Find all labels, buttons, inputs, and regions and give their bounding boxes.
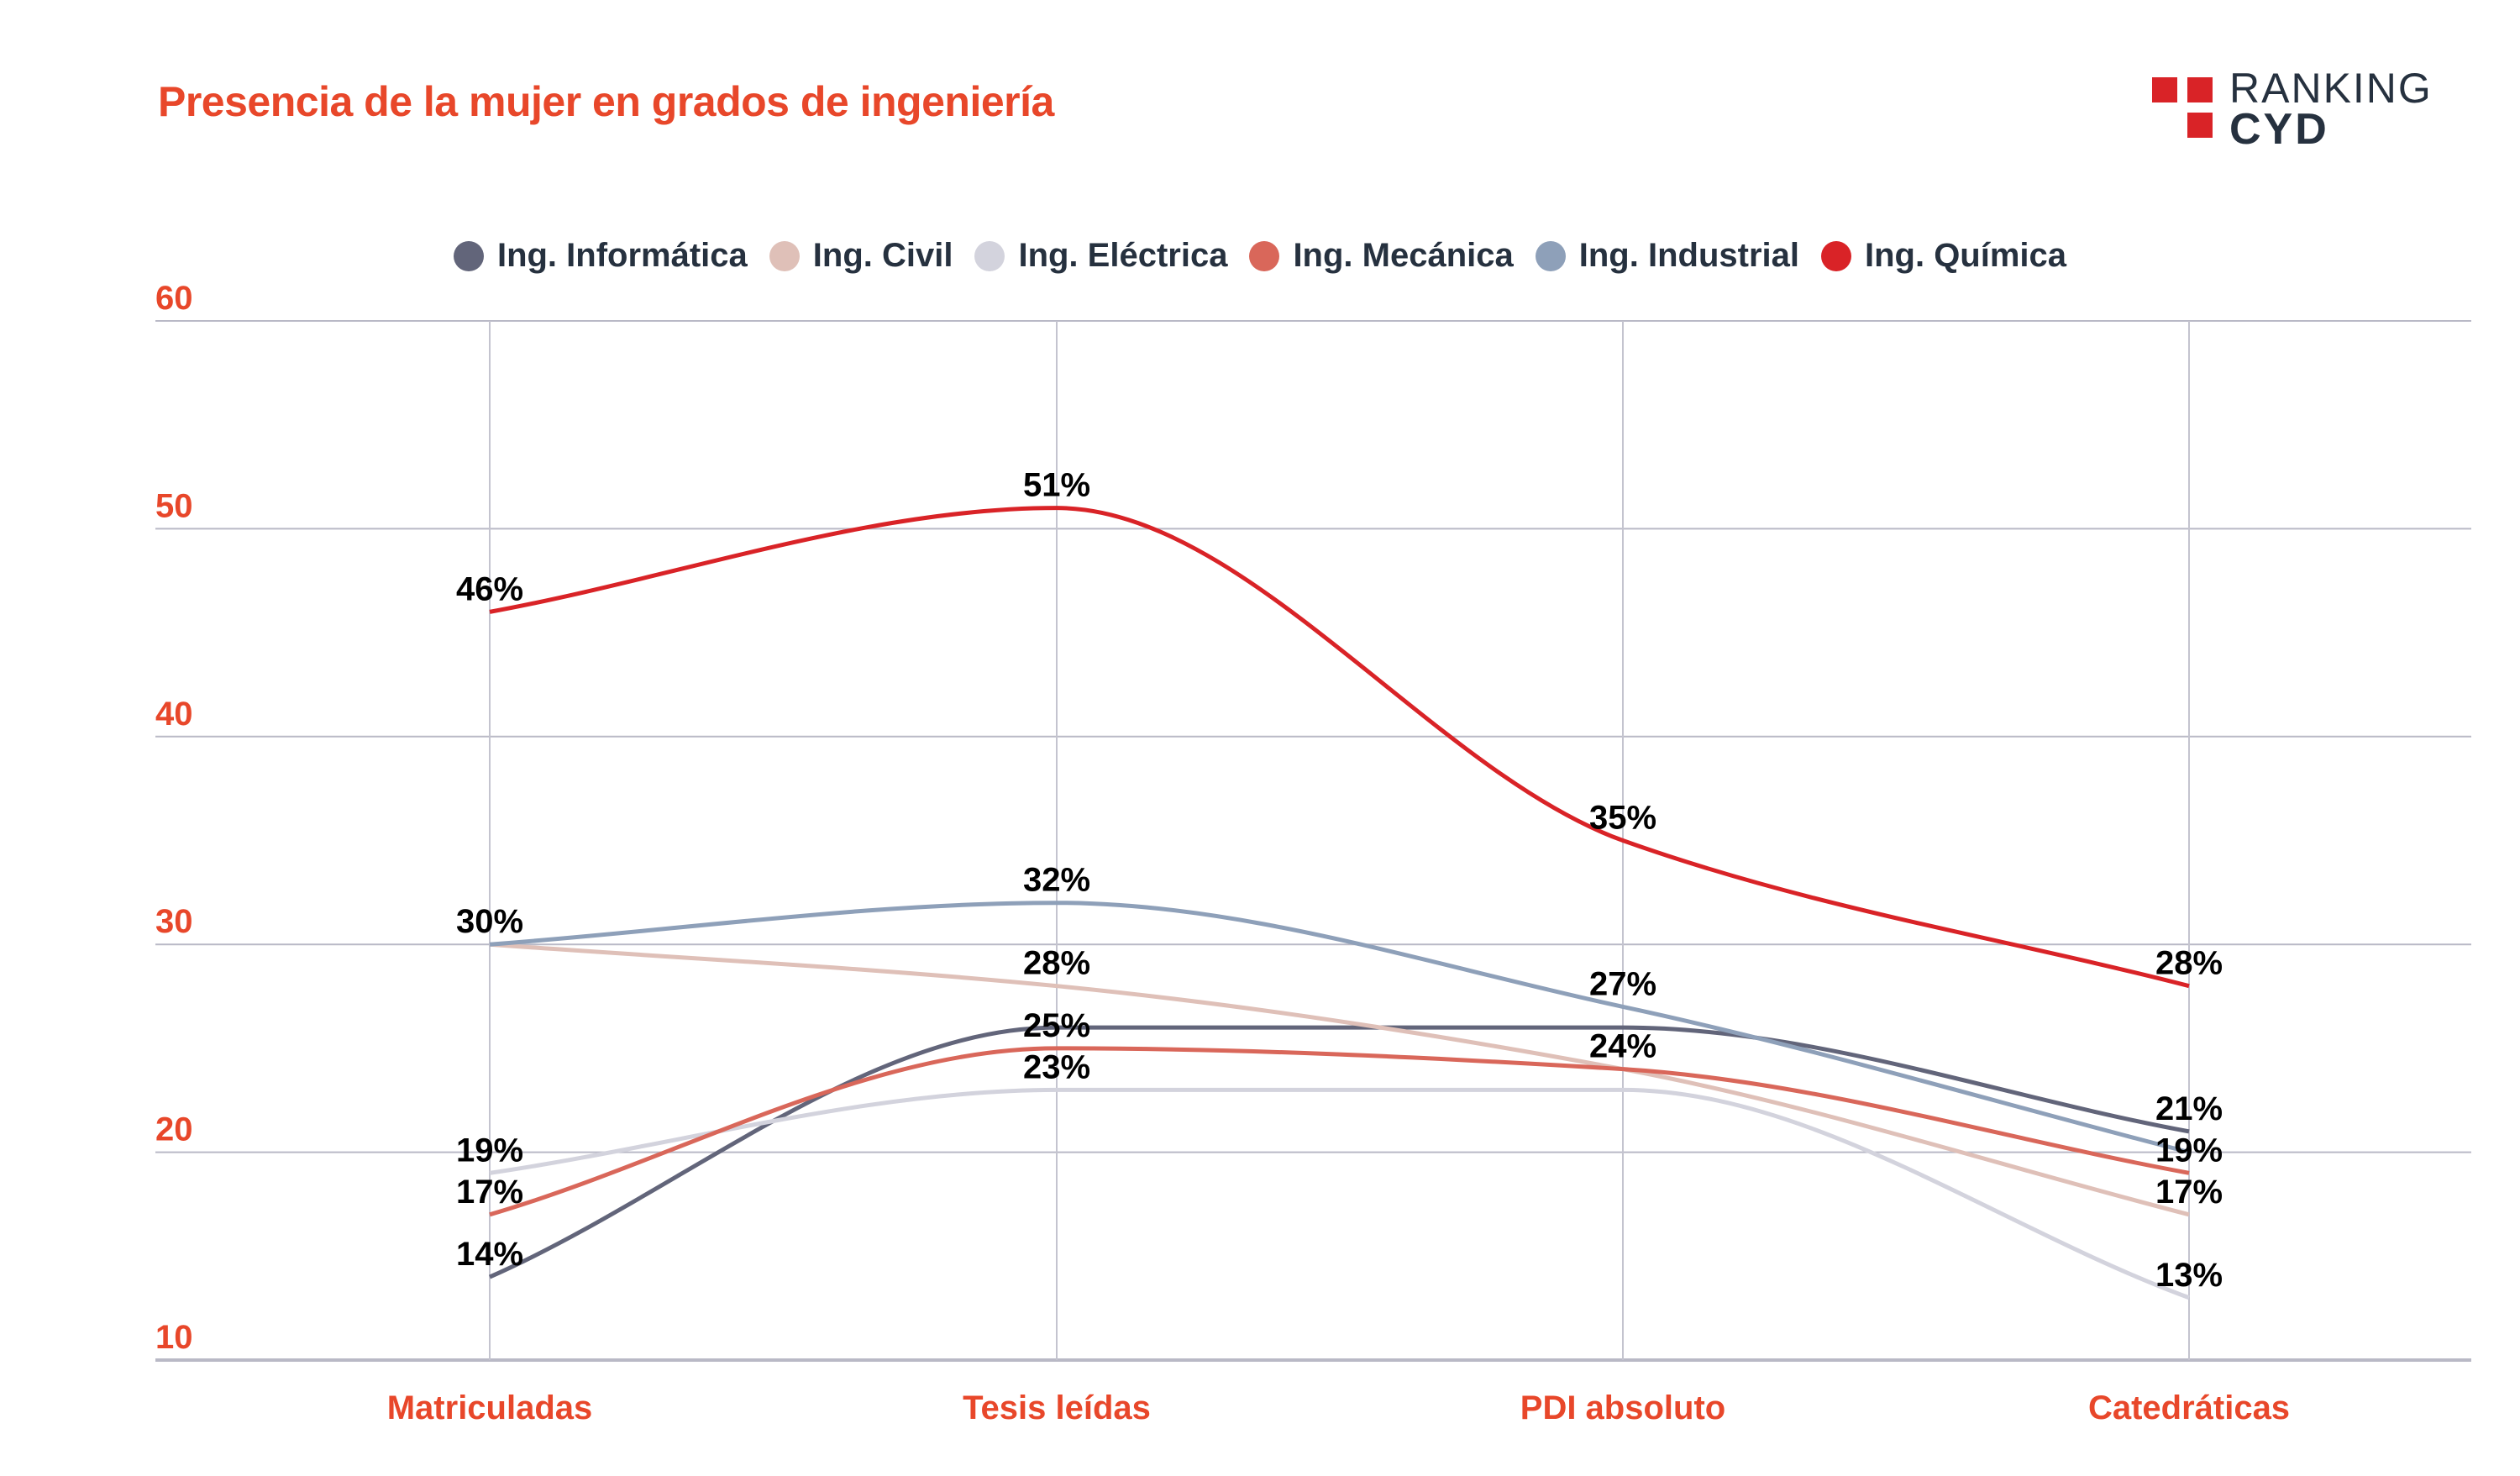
data-label: 28% [2155, 945, 2223, 982]
legend-dot-icon [1535, 240, 1566, 271]
series-lines [488, 506, 2190, 1300]
data-label: 27% [1589, 965, 1656, 1002]
data-label: 30% [456, 903, 523, 940]
chart-title: Presencia de la mujer en grados de ingen… [158, 78, 1054, 125]
logo-text-cyd: CYD [2229, 105, 2329, 154]
y-axis-ticks: 10 20 30 40 50 60 [155, 280, 193, 1356]
legend-label: Ing. Civil [812, 237, 953, 274]
legend-item[interactable]: Ing. Mecánica [1249, 237, 1514, 275]
data-label: 51% [1023, 467, 1090, 504]
x-tick-label: Tesis leídas [963, 1389, 1151, 1426]
legend-item[interactable]: Ing. Química [1820, 237, 2067, 275]
data-label: 19% [456, 1132, 523, 1169]
legend-label: Ing. Eléctrica [1018, 237, 1228, 274]
legend-dot-icon [974, 240, 1005, 271]
data-label: 17% [2155, 1174, 2223, 1211]
legend-label: Ing. Mecánica [1293, 237, 1514, 274]
legend-dot-icon [1820, 240, 1851, 271]
series-line [488, 1025, 2190, 1279]
legend-item[interactable]: Ing. Industrial [1535, 237, 1799, 275]
data-label: 13% [2155, 1257, 2223, 1294]
legend-label: Ing. Informática [496, 237, 748, 274]
data-label: 35% [1589, 800, 1656, 837]
legend-dot-icon [769, 240, 800, 271]
legend-label: Ing. Industrial [1578, 237, 1799, 274]
y-tick-label: 40 [155, 696, 193, 733]
x-tick-label: Matriculadas [387, 1389, 593, 1426]
series-line [489, 1046, 2190, 1217]
legend-item[interactable]: Ing. Civil [769, 237, 953, 275]
chart-legend: Ing. Informática Ing. Civil Ing. Eléctrica… [0, 237, 2520, 280]
y-tick-label: 50 [155, 487, 193, 524]
legend-dot-icon [453, 240, 484, 271]
y-tick-label: 60 [155, 280, 193, 317]
series-line [489, 506, 2190, 989]
legend-item[interactable]: Ing. Informática [453, 237, 748, 275]
data-label: 14% [456, 1236, 523, 1273]
data-label: 28% [1023, 945, 1090, 982]
y-tick-label: 20 [155, 1111, 193, 1148]
legend-label: Ing. Química [1864, 237, 2067, 274]
data-label: 21% [2155, 1090, 2223, 1127]
series-line [489, 901, 2190, 1155]
series-line [489, 942, 2190, 1217]
legend-dot-icon [1249, 240, 1280, 271]
x-tick-label: Catedráticas [2088, 1389, 2290, 1426]
ranking-cyd-logo: RANKING CYD [2152, 62, 2454, 155]
logo-square-icon [2187, 113, 2213, 138]
data-label: 32% [1023, 862, 1090, 899]
logo-square-icon [2152, 77, 2177, 102]
data-label: 23% [1023, 1048, 1090, 1085]
series-line [489, 1087, 2190, 1300]
data-labels: 14% 21% 28% 17% 19% 23% 13% 17% 25% 24% 19% 30% 32% 2… [456, 467, 2223, 1294]
x-tick-label: PDI absoluto [1520, 1389, 1725, 1426]
x-axis-ticks: Matriculadas Tesis leídas PDI absoluto Cate… [387, 1389, 2290, 1426]
grid-lines [155, 320, 2471, 1362]
y-tick-label: 30 [155, 903, 193, 940]
data-label: 19% [2155, 1132, 2223, 1169]
logo-text-ranking: RANKING [2229, 65, 2433, 112]
data-label: 46% [456, 570, 523, 607]
data-label: 17% [456, 1174, 523, 1211]
logo-square-icon [2187, 77, 2213, 102]
y-tick-label: 10 [155, 1319, 193, 1356]
data-label: 25% [1023, 1007, 1090, 1044]
data-label: 24% [1589, 1028, 1656, 1065]
legend-item[interactable]: Ing. Eléctrica [974, 237, 1227, 275]
